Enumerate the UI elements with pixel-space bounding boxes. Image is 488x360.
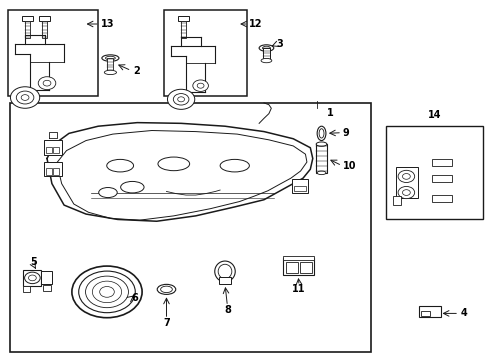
Circle shape xyxy=(192,80,208,91)
Bar xyxy=(177,16,189,22)
Bar xyxy=(282,256,314,260)
Ellipse shape xyxy=(261,58,271,63)
Bar xyxy=(10,103,370,352)
Text: 5: 5 xyxy=(30,257,37,267)
Bar xyxy=(431,175,451,182)
Bar xyxy=(395,167,417,198)
Ellipse shape xyxy=(106,159,133,172)
Bar xyxy=(42,21,47,39)
Circle shape xyxy=(167,89,194,109)
Circle shape xyxy=(28,275,36,281)
Bar xyxy=(262,48,270,60)
Ellipse shape xyxy=(218,264,231,279)
Bar xyxy=(21,16,33,22)
Text: 13: 13 xyxy=(101,19,114,29)
Bar xyxy=(22,270,41,286)
Ellipse shape xyxy=(220,159,249,172)
Bar xyxy=(8,10,98,96)
Text: 12: 12 xyxy=(249,19,263,29)
Ellipse shape xyxy=(262,46,270,50)
Circle shape xyxy=(79,271,135,313)
Text: 4: 4 xyxy=(460,309,467,318)
Circle shape xyxy=(38,77,56,90)
Circle shape xyxy=(21,95,29,100)
Text: 6: 6 xyxy=(131,293,138,303)
Bar xyxy=(431,159,451,166)
Bar xyxy=(420,311,429,316)
Bar xyxy=(22,286,30,292)
Bar xyxy=(163,10,246,96)
Ellipse shape xyxy=(102,55,119,61)
Circle shape xyxy=(10,87,40,108)
Circle shape xyxy=(16,91,34,104)
Ellipse shape xyxy=(259,45,273,51)
Circle shape xyxy=(92,281,122,303)
Bar xyxy=(385,126,483,220)
Text: 8: 8 xyxy=(224,305,230,315)
Bar xyxy=(292,179,307,193)
Bar xyxy=(282,258,314,275)
Ellipse shape xyxy=(157,284,175,294)
Bar xyxy=(300,262,312,273)
Ellipse shape xyxy=(105,56,115,60)
Text: 9: 9 xyxy=(342,128,349,138)
Ellipse shape xyxy=(160,286,172,293)
Bar xyxy=(418,306,440,317)
Bar xyxy=(392,196,400,205)
Bar xyxy=(181,21,185,39)
Text: 7: 7 xyxy=(163,318,169,328)
Text: 14: 14 xyxy=(427,111,441,121)
Circle shape xyxy=(173,94,188,105)
Text: 1: 1 xyxy=(327,108,333,118)
Ellipse shape xyxy=(121,181,144,193)
Text: 2: 2 xyxy=(133,66,140,76)
Bar xyxy=(218,277,231,284)
Circle shape xyxy=(100,287,114,297)
Ellipse shape xyxy=(319,129,324,138)
Ellipse shape xyxy=(104,70,116,75)
Bar xyxy=(46,147,52,153)
Bar xyxy=(25,21,30,39)
Circle shape xyxy=(397,186,414,199)
Bar xyxy=(315,144,327,173)
Circle shape xyxy=(85,276,128,308)
Circle shape xyxy=(402,174,409,179)
Text: 3: 3 xyxy=(276,40,283,49)
Ellipse shape xyxy=(317,126,325,140)
Bar xyxy=(43,140,62,155)
Circle shape xyxy=(72,266,142,318)
Bar xyxy=(53,147,59,153)
Bar xyxy=(53,168,59,175)
Bar xyxy=(43,162,62,176)
Ellipse shape xyxy=(316,142,326,146)
Circle shape xyxy=(197,83,203,88)
Bar xyxy=(294,186,305,192)
Bar xyxy=(107,58,113,71)
Circle shape xyxy=(24,272,40,284)
Circle shape xyxy=(402,190,409,195)
Ellipse shape xyxy=(158,157,189,171)
Text: 10: 10 xyxy=(342,161,356,171)
Bar xyxy=(431,195,451,202)
Text: 11: 11 xyxy=(292,284,305,294)
Circle shape xyxy=(397,170,414,183)
Circle shape xyxy=(177,97,184,102)
Circle shape xyxy=(43,80,51,86)
Ellipse shape xyxy=(99,188,117,198)
Bar xyxy=(46,168,52,175)
Bar xyxy=(39,16,50,22)
Bar xyxy=(43,285,51,291)
Ellipse shape xyxy=(214,261,235,282)
Ellipse shape xyxy=(317,171,325,175)
Bar xyxy=(41,271,52,284)
Bar xyxy=(285,262,298,273)
